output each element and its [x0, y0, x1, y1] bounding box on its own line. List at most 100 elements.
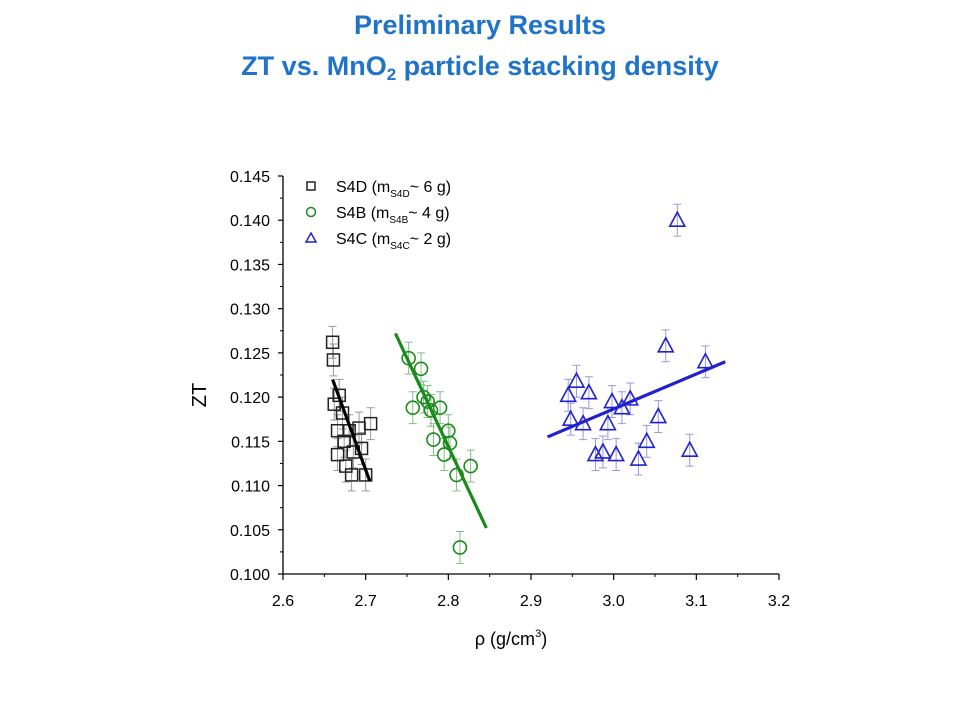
s4c-point	[629, 449, 648, 466]
y-tick-label: 0.120	[230, 390, 270, 407]
y-tick-label: 0.125	[230, 346, 270, 363]
y-tick-label: 0.140	[230, 213, 270, 230]
legend-label-sub: S4C	[390, 241, 409, 252]
legend-entry-s4c: S4C (mS4C~ 2 g)	[304, 231, 451, 252]
s4d-errorbar	[366, 407, 375, 441]
y-tick-label: 0.145	[230, 169, 270, 186]
s4c-point	[580, 382, 598, 400]
slide-title-line2: ZT vs. MnO2 particle stacking density	[0, 50, 960, 84]
x-tick-label: 2.7	[355, 593, 377, 610]
s4b-point	[426, 432, 441, 447]
s4d-point	[344, 468, 359, 482]
legend-label-sub: S4D	[390, 189, 409, 200]
s4c-point	[586, 444, 605, 462]
x-tick-label: 3.0	[603, 593, 625, 610]
s4b-errorbar	[455, 531, 464, 564]
s4b-errorbar	[408, 391, 417, 425]
markers-group	[325, 210, 715, 555]
x-axis-label-main: ρ (g/cm	[475, 629, 535, 649]
legend-label-post: ~ 6 g)	[410, 179, 451, 196]
s4c-point	[607, 444, 625, 462]
y-tick-label: 0.100	[230, 567, 270, 584]
legend: S4D (mS4D~ 6 g)S4B (mS4B~ 4 g)S4C (mS4C~…	[304, 179, 451, 252]
s4b-errorbar	[466, 449, 475, 483]
s4c-point	[567, 371, 586, 388]
s4b-point	[432, 400, 448, 416]
y-tick-label: 0.135	[230, 257, 270, 274]
legend-label: S4C (mS4C~ 2 g)	[336, 231, 451, 252]
s4c-point	[680, 440, 699, 457]
s4c-point	[603, 391, 621, 409]
s4c-errorbar	[598, 435, 607, 469]
x-axis-label-sup: 3	[535, 628, 541, 640]
s4c-point	[594, 442, 612, 459]
s4c-point	[649, 406, 668, 424]
y-tick-label: 0.115	[231, 434, 270, 451]
s4b-point	[423, 403, 439, 418]
legend-label-main: S4B (m	[336, 205, 389, 222]
legend-entry-s4d: S4D (mS4D~ 6 g)	[306, 179, 451, 200]
x-axis-label-close: )	[541, 629, 547, 649]
y-tick-label: 0.130	[230, 302, 270, 319]
legend-label-post: ~ 4 g)	[408, 205, 449, 222]
s4b-fit-line	[393, 332, 488, 529]
y-tick-label: 0.110	[231, 479, 270, 496]
s4c-errorbar	[642, 424, 651, 458]
axes-group: 0.100 0.105 0.110 0.115 0.120 0.125 0.130 0.135…	[189, 169, 790, 649]
slide-title-line1: Preliminary Results	[353, 10, 607, 40]
s4b-point	[463, 458, 478, 474]
s4d-errorbar	[329, 343, 338, 377]
title-text-post: particle stacking density	[396, 51, 719, 81]
x-axis-label: ρ (g/cm3)	[475, 628, 547, 649]
s4d-point	[363, 416, 378, 431]
s4c-errorbar	[673, 203, 682, 237]
s4c-point	[621, 389, 640, 406]
s4d-errorbar	[328, 325, 337, 359]
s4c-errorbar	[572, 364, 581, 398]
s4b-errorbar	[429, 423, 438, 456]
s4c-errorbar	[612, 438, 621, 472]
legend-circle-icon	[305, 206, 317, 218]
s4c-point	[561, 409, 580, 427]
x-tick-label: 3.1	[685, 593, 707, 610]
s4b-point	[452, 540, 468, 555]
s4b-point	[405, 400, 421, 416]
y-tick-label: 0.105	[230, 523, 270, 540]
s4d-fit-line	[331, 378, 372, 482]
s4c-errorbar	[591, 438, 600, 472]
title-subscript: 2	[386, 65, 397, 84]
legend-label: S4B (mS4B~ 4 g)	[336, 205, 450, 226]
x-tick-label: 2.9	[520, 593, 542, 610]
s4c-errorbar	[579, 407, 588, 441]
s4c-errorbar	[626, 382, 635, 416]
errorbars-group	[328, 203, 710, 564]
legend-triangle-icon	[304, 231, 318, 243]
s4c-point	[656, 336, 675, 353]
s4c-point	[637, 431, 656, 449]
s4c-errorbar	[685, 433, 694, 467]
fit-lines-group	[331, 332, 726, 529]
s4c-errorbar	[701, 345, 710, 379]
s4c-errorbar	[566, 402, 575, 436]
s4d-point	[337, 434, 351, 449]
y-axis-label: ZT	[189, 383, 211, 407]
s4b-point	[420, 394, 435, 409]
legend-entry-s4b: S4B (mS4B~ 4 g)	[305, 205, 450, 226]
legend-label-main: S4C (m	[336, 231, 390, 248]
s4b-point	[413, 361, 429, 377]
s4c-point	[559, 385, 578, 403]
s4c-errorbar	[617, 391, 626, 425]
legend-label-post: ~ 2 g)	[410, 231, 451, 248]
s4c-errorbar	[654, 400, 663, 433]
s4c-point	[696, 352, 715, 369]
s4c-errorbar	[584, 376, 593, 410]
x-tick-label: 2.6	[272, 593, 294, 610]
s4d-point	[330, 447, 345, 462]
title-text-pre: ZT vs. MnO	[241, 51, 387, 81]
s4d-point	[325, 335, 340, 350]
x-tick-label: 2.8	[437, 593, 459, 610]
legend-label: S4D (mS4D~ 6 g)	[336, 179, 451, 200]
s4c-fit-line	[546, 360, 726, 439]
x-tick-label: 3.2	[768, 593, 790, 610]
